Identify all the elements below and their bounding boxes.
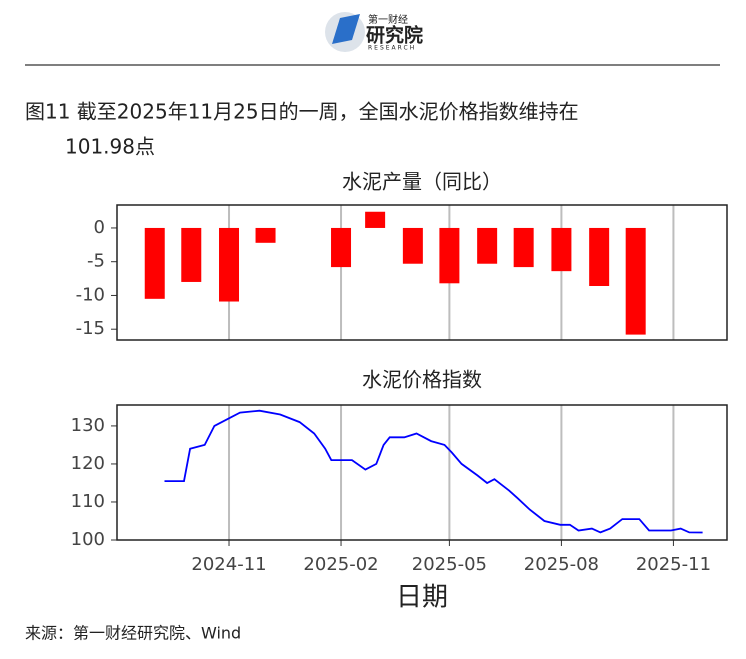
y-tick-label: 110 — [71, 491, 105, 512]
bar — [513, 227, 534, 268]
bar — [402, 227, 423, 264]
x-tick-label: 2024-11 — [191, 554, 266, 575]
logo-name: 研究院 — [366, 24, 423, 47]
y-tick-label: -5 — [87, 251, 105, 272]
bar — [181, 227, 202, 282]
logo-brand: 第一财经 — [368, 13, 408, 26]
figure-title: 101.98点 — [65, 135, 155, 159]
logo: 第一财经 研究院 RESEARCH — [325, 12, 423, 52]
bar — [589, 227, 610, 286]
x-tick-label: 2025-11 — [636, 554, 711, 575]
bar — [219, 227, 240, 302]
y-tick-label: 0 — [94, 217, 105, 238]
source: 来源：第一财经研究院、Wind — [25, 624, 241, 643]
x-tick-label: 2025-02 — [303, 554, 378, 575]
bar — [255, 227, 276, 243]
bar — [365, 211, 386, 228]
bar — [551, 227, 572, 272]
x-axis-label: 日期 — [396, 583, 448, 613]
logo-tagline: RESEARCH — [368, 45, 416, 52]
y-tick-label: 130 — [71, 415, 105, 436]
x-tick-label: 2025-05 — [412, 554, 487, 575]
logo-shape — [332, 14, 360, 44]
bar — [477, 227, 498, 264]
bar — [331, 227, 352, 268]
plot-frame — [116, 204, 728, 341]
chart-title: 水泥价格指数 — [362, 368, 482, 392]
y-tick-label: -15 — [76, 318, 105, 339]
bar — [144, 227, 165, 299]
bar — [439, 227, 460, 284]
line — [164, 409, 703, 534]
plot-frame — [116, 404, 728, 541]
y-tick-label: -10 — [76, 284, 105, 305]
figure-title: 图11 截至2025年11月25日的一周，全国水泥价格指数维持在 — [25, 100, 579, 124]
y-tick-label: 100 — [71, 529, 105, 550]
chart-title: 水泥产量（同比） — [342, 170, 502, 194]
y-tick-label: 120 — [71, 453, 105, 474]
x-tick-label: 2025-08 — [524, 554, 599, 575]
bar — [625, 227, 646, 335]
